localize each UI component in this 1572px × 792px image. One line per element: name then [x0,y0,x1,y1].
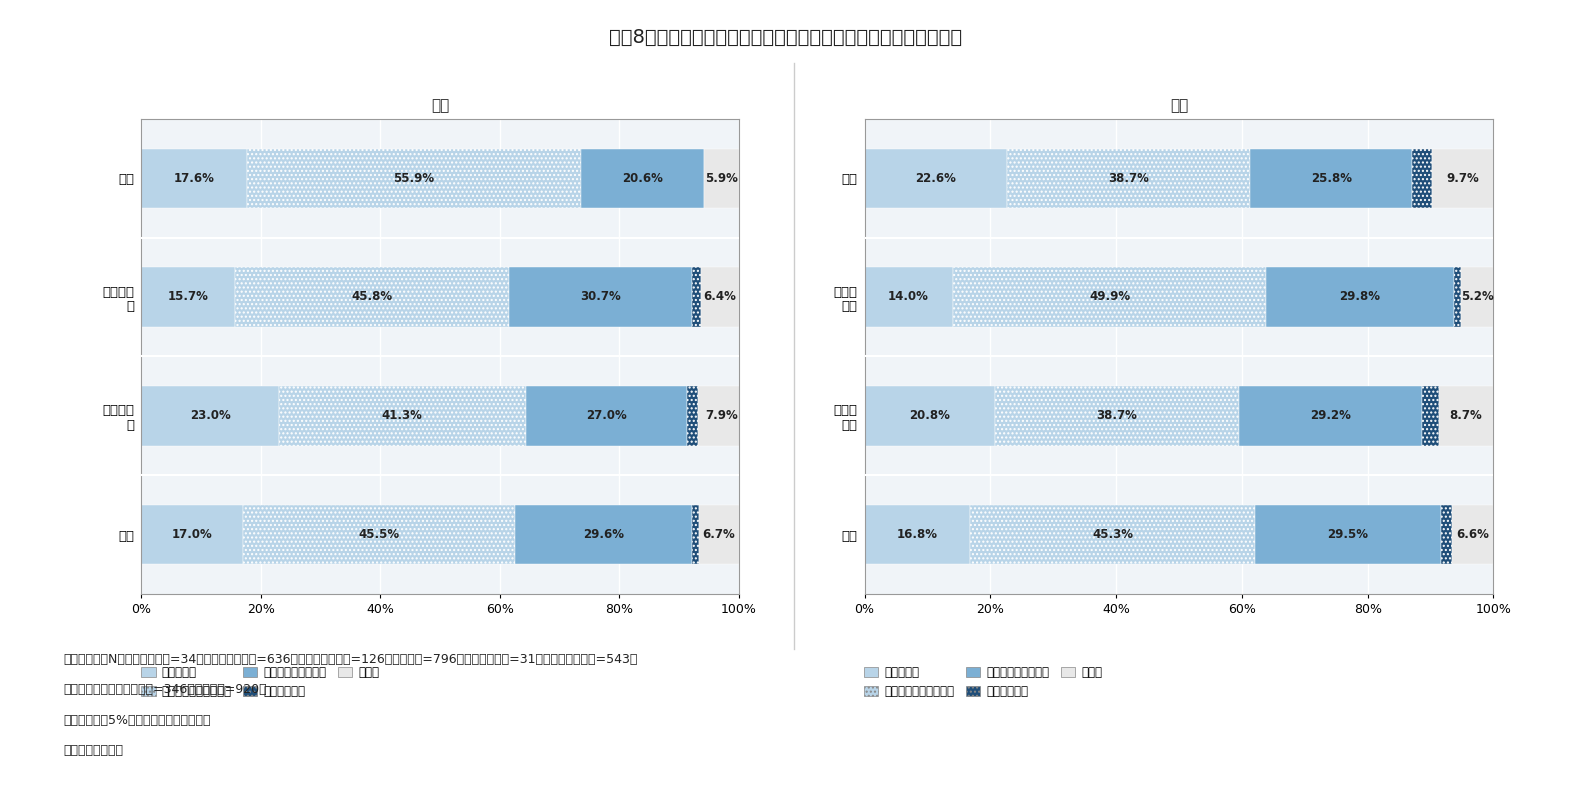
Bar [970,505,1254,564]
Legend: とても不安, どちらかといえば不安, あまり不安ではない, 不安ではない, 無回答: とても不安, どちらかといえば不安, あまり不安ではない, 不安ではない, 無回… [141,666,379,699]
Bar [1239,386,1423,445]
Bar [236,268,509,326]
Text: 8.7%: 8.7% [1449,409,1482,422]
Text: 45.8%: 45.8% [352,291,393,303]
Bar [141,505,244,564]
Bar [865,505,970,564]
Text: 45.5%: 45.5% [358,528,399,541]
Text: 14.0%: 14.0% [888,291,929,303]
Title: 女性: 女性 [1170,98,1188,113]
Bar [1423,386,1438,445]
Text: 5.9%: 5.9% [704,172,737,185]
Text: 55.9%: 55.9% [393,172,434,185]
Bar [1250,148,1412,208]
Bar [141,148,247,208]
Text: 27.0%: 27.0% [586,409,627,422]
Text: 図袆8　性・配偶関係別にみた高齢者の病気・ケガへの経済的不安: 図袆8 性・配偶関係別にみた高齢者の病気・ケガへの経済的不安 [610,28,962,47]
Text: 29.6%: 29.6% [583,528,624,541]
Text: 「離別・死別」=346、「全体」=920。: 「離別・死別」=346、「全体」=920。 [63,683,267,696]
Bar [244,505,514,564]
Bar [1440,505,1453,564]
Bar [865,148,1006,208]
Text: （備考１）　Nは男性「未婚」=34、「配偶者あり」=636、「離別・死別」=126、「全体」=796。女性「未婚」=31、「配偶者あり」=543、: （備考１） Nは男性「未婚」=34、「配偶者あり」=636、「離別・死別」=12… [63,653,637,666]
Text: 29.2%: 29.2% [1309,409,1350,422]
Text: 25.8%: 25.8% [1311,172,1352,185]
Text: 17.6%: 17.6% [173,172,214,185]
Bar [525,386,687,445]
Text: 7.9%: 7.9% [704,409,737,422]
Title: 男性: 男性 [431,98,450,113]
Bar [1267,268,1454,326]
Bar [1432,148,1493,208]
Text: 20.6%: 20.6% [621,172,662,185]
Bar [700,505,739,564]
Text: 6.6%: 6.6% [1456,528,1489,541]
Bar [704,148,739,208]
Text: 15.7%: 15.7% [168,291,209,303]
Text: 30.7%: 30.7% [580,291,621,303]
Legend: とても不安, どちらかといえば不安, あまり不安ではない, 不安ではない, 無回答: とても不安, どちらかといえば不安, あまり不安ではない, 不安ではない, 無回… [865,666,1102,699]
Text: （備考２）　5%未満の値は一部記載略。: （備考２） 5%未満の値は一部記載略。 [63,714,211,726]
Bar [692,268,701,326]
Bar [701,268,739,326]
Text: 17.0%: 17.0% [171,528,212,541]
Text: （資料）　同上。: （資料） 同上。 [63,744,123,756]
Text: 9.7%: 9.7% [1446,172,1479,185]
Bar [1006,148,1250,208]
Bar [692,505,700,564]
Text: 38.7%: 38.7% [1108,172,1149,185]
Bar [865,386,995,445]
Bar [687,386,698,445]
Bar [514,505,692,564]
Bar [580,148,704,208]
Bar [953,268,1267,326]
Bar [1254,505,1440,564]
Bar [1454,268,1460,326]
Text: 29.8%: 29.8% [1339,291,1380,303]
Bar [995,386,1239,445]
Bar [1453,505,1493,564]
Bar [1438,386,1493,445]
Bar [509,268,692,326]
Text: 22.6%: 22.6% [915,172,956,185]
Bar [278,386,525,445]
Bar [141,268,236,326]
Text: 20.8%: 20.8% [910,409,951,422]
Bar [698,386,745,445]
Bar [865,268,953,326]
Text: 5.2%: 5.2% [1460,291,1493,303]
Text: 49.9%: 49.9% [1089,291,1130,303]
Bar [1412,148,1432,208]
Bar [247,148,580,208]
Text: 16.8%: 16.8% [898,528,938,541]
Text: 29.5%: 29.5% [1327,528,1368,541]
Text: 45.3%: 45.3% [1093,528,1133,541]
Bar [1460,268,1493,326]
Bar [141,386,278,445]
Text: 6.7%: 6.7% [703,528,736,541]
Text: 6.4%: 6.4% [703,291,736,303]
Text: 38.7%: 38.7% [1097,409,1138,422]
Text: 23.0%: 23.0% [190,409,231,422]
Text: 41.3%: 41.3% [382,409,423,422]
